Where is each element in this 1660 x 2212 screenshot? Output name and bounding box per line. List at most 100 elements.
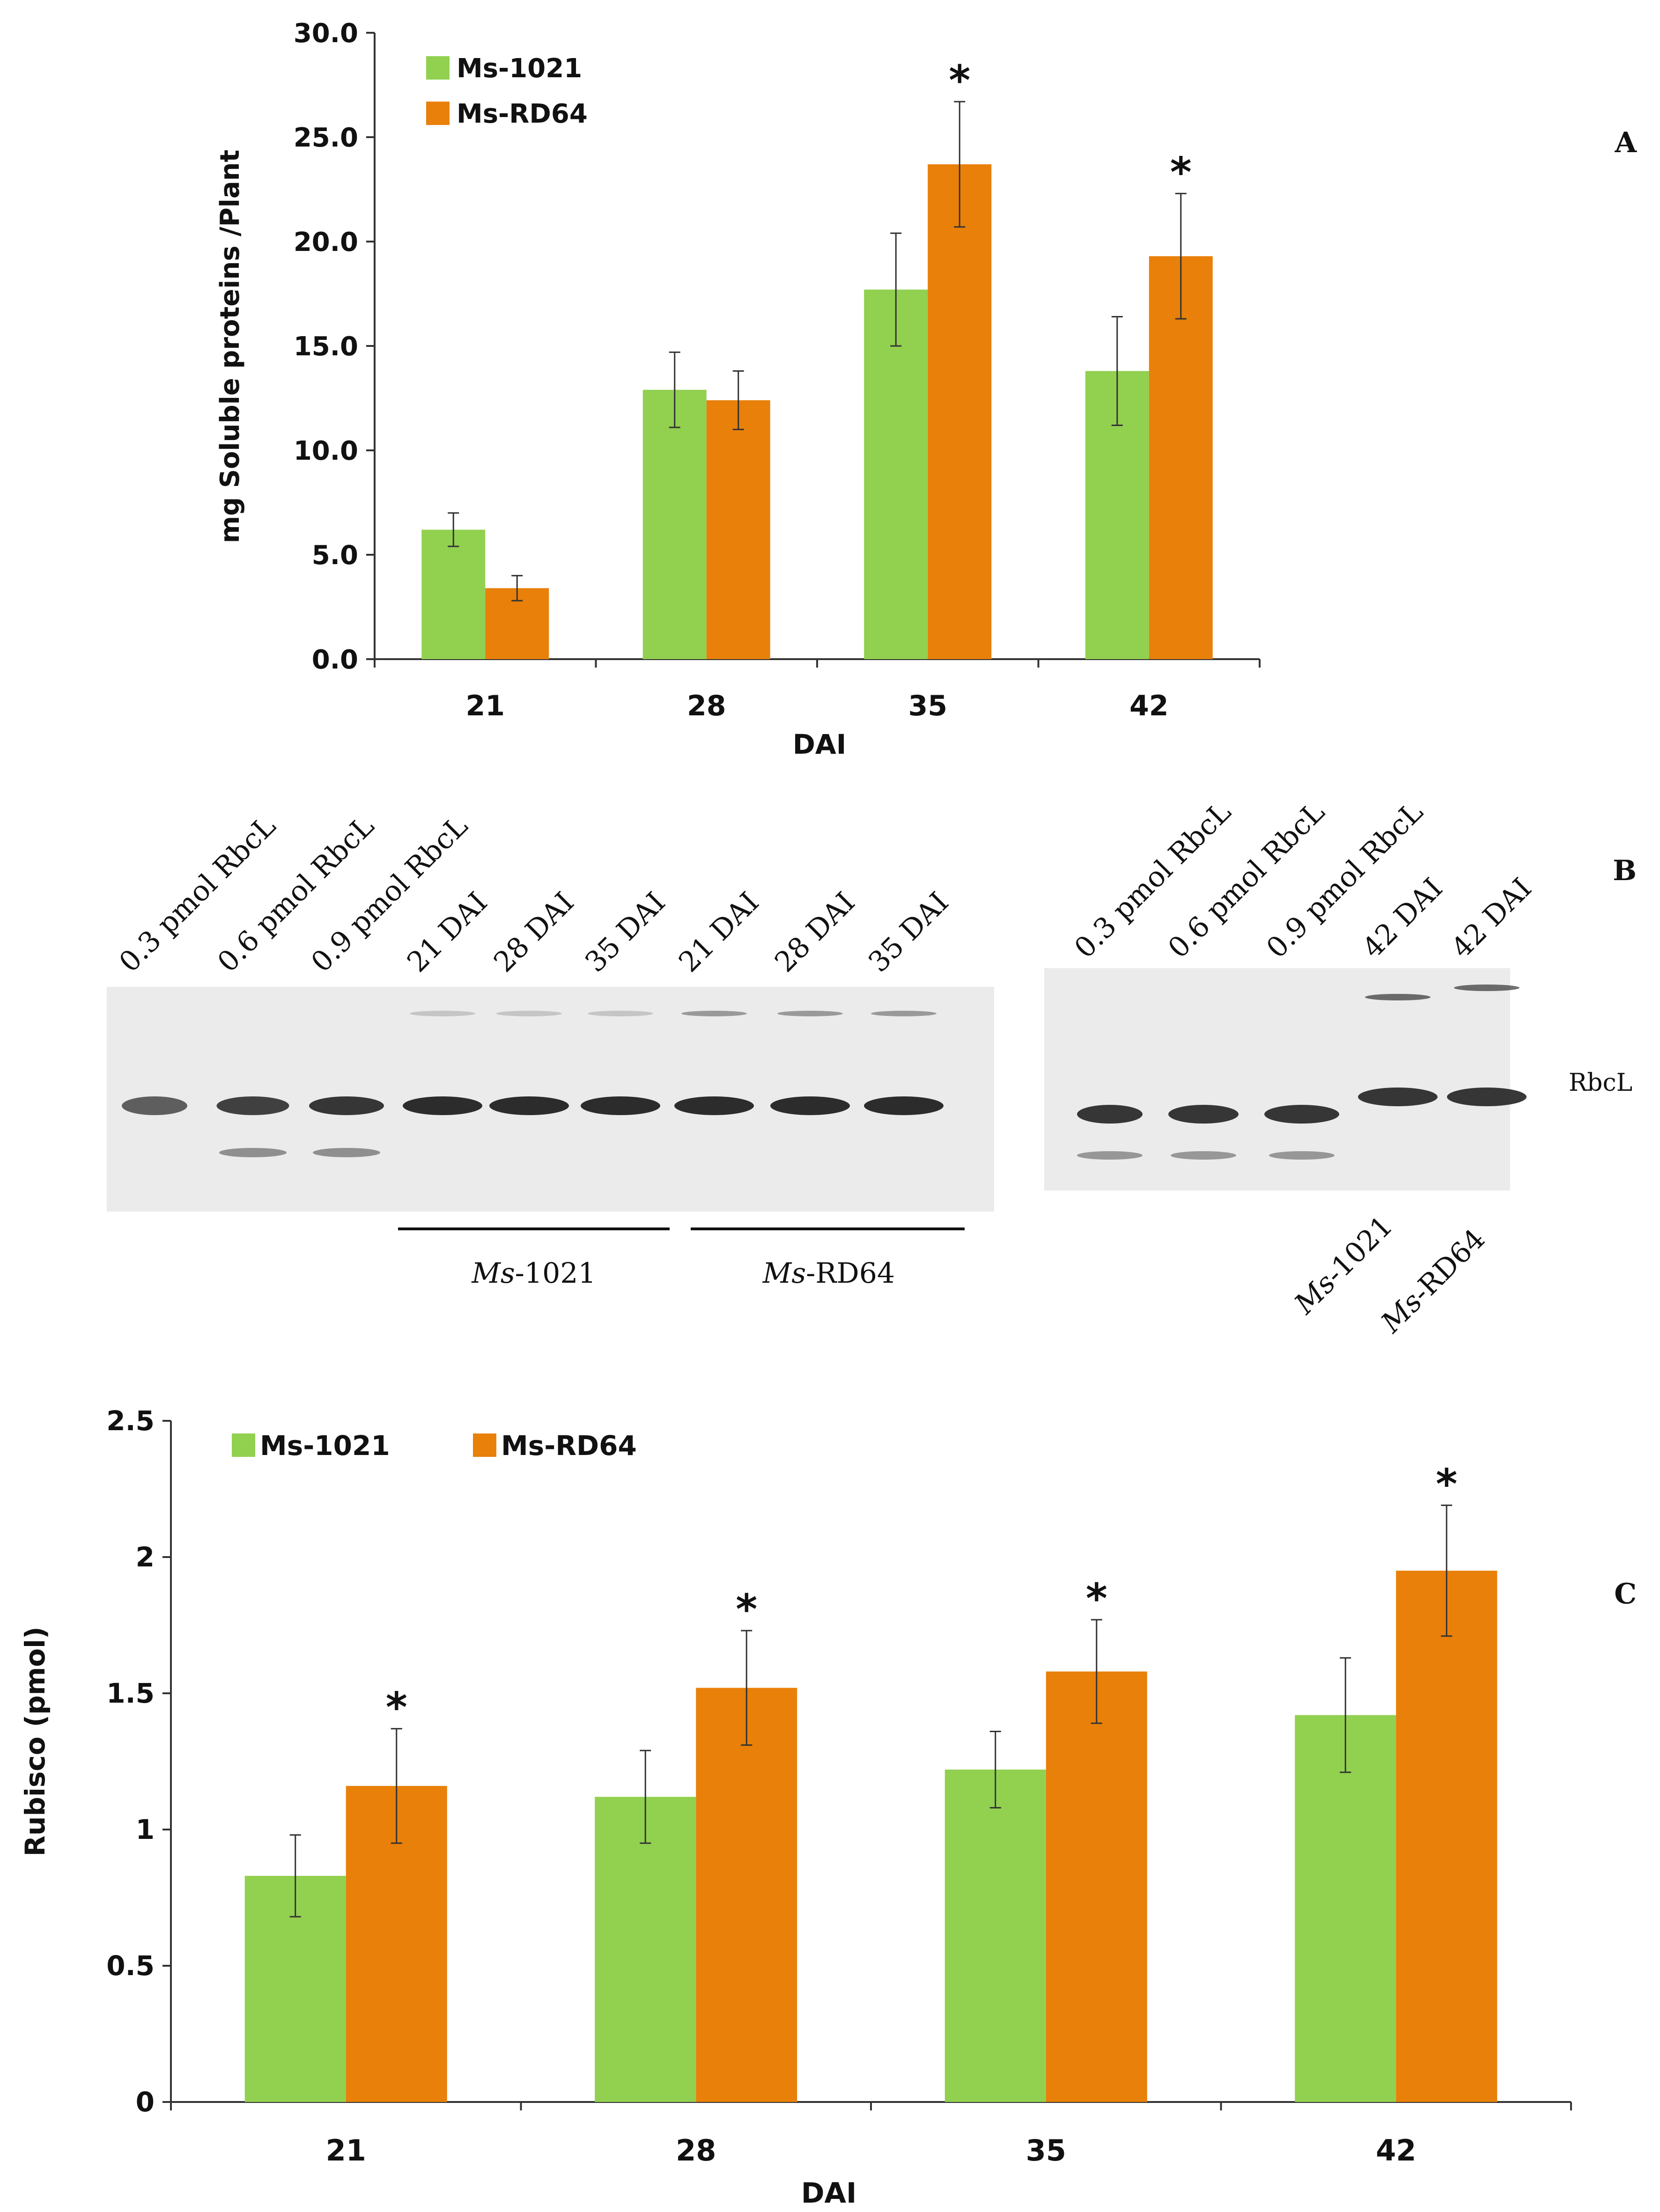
blot-band-upper <box>496 1011 562 1016</box>
blot-band-rbcl <box>770 1096 850 1115</box>
blot-right-label-ms1021: Ms-1021 <box>1288 1210 1399 1321</box>
blot-band-lower <box>1269 1151 1335 1160</box>
y-tick-label: 10.0 <box>294 436 358 466</box>
blot-band-rbcl <box>122 1096 187 1115</box>
blot-band-upper <box>1454 985 1520 991</box>
blot-band-rbcl <box>403 1096 482 1115</box>
y-tick-label: 1 <box>136 1814 155 1845</box>
y-tick-label: 25.0 <box>294 123 358 153</box>
panel-a-y-axis: 0.0 5.0 10.0 15.0 20.0 25.0 30.0 <box>294 18 376 675</box>
significance-asterisk: * <box>1170 148 1192 196</box>
blot-band-upper <box>777 1011 843 1016</box>
panel-c-y-axis: 0 0.5 1 1.5 2 2.5 <box>106 1405 172 2118</box>
y-tick-label: 1.5 <box>106 1677 155 1709</box>
blot-lane-label: 35 DAI <box>862 886 955 978</box>
blot-band-lower <box>219 1148 287 1157</box>
blot-band-rbcl <box>1077 1105 1143 1124</box>
significance-asterisk: * <box>386 1683 407 1732</box>
x-tick-label: 21 <box>326 2133 366 2168</box>
blot-lane-label: 0.3 pmol RbcL <box>1068 795 1237 964</box>
bar-ms1021 <box>944 1769 1046 2102</box>
panel-a-x-axis-label: DAI <box>793 728 847 760</box>
blot-lane-label: 42 DAI <box>1356 872 1449 964</box>
panel-c-y-axis-label: Rubisco (pmol) <box>19 1627 51 1857</box>
y-tick-label: 30.0 <box>294 18 358 49</box>
bar-ms1021 <box>421 529 486 659</box>
y-tick-label: 0 <box>136 2086 155 2118</box>
bar-ms1021 <box>595 1797 696 2102</box>
x-tick-label: 28 <box>676 2133 716 2168</box>
legend-label-msrd64: Ms-RD64 <box>457 99 588 129</box>
x-tick-label: 21 <box>466 690 505 722</box>
panel-b-letter: B <box>1613 854 1637 887</box>
panel-c-bars: * * * * <box>244 1460 1498 2102</box>
blot-lane-label: 28 DAI <box>768 886 861 978</box>
y-tick-label: 15.0 <box>294 331 358 362</box>
panel-c-x-axis: 21 28 35 42 <box>170 2101 1572 2168</box>
blot-band-lower <box>1077 1151 1143 1160</box>
significance-asterisk: * <box>1436 1460 1457 1508</box>
blot-band-rbcl <box>1264 1105 1339 1124</box>
blot-group-label-ms1021: Ms-1021 <box>471 1257 596 1290</box>
significance-asterisk: * <box>1086 1574 1107 1623</box>
panel-a-bars: ** <box>421 56 1213 660</box>
blot-band-rbcl <box>581 1096 660 1115</box>
panel-a-y-axis-label: mg Soluble proteins /Plant <box>215 150 245 544</box>
bar-msrd64 <box>706 400 770 659</box>
y-tick-label: 5.0 <box>312 540 358 571</box>
legend-label-msrd64: Ms-RD64 <box>501 1430 637 1462</box>
bar-ms1021 <box>864 289 928 659</box>
panel-c-legend: Ms-1021 Ms-RD64 <box>232 1430 637 1462</box>
significance-asterisk: * <box>736 1585 757 1633</box>
blot-band-rbcl <box>216 1096 289 1115</box>
blot-band-rbcl <box>309 1096 384 1115</box>
blot-lane-label: 21 DAI <box>401 886 494 978</box>
blot-band-rbcl <box>1447 1088 1527 1106</box>
x-tick-label: 42 <box>1376 2133 1416 2168</box>
blot-band-upper <box>588 1011 653 1016</box>
bar-msrd64 <box>928 164 992 660</box>
panel-c-x-axis-label: DAI <box>801 2177 857 2210</box>
y-tick-label: 0.0 <box>312 645 358 675</box>
blot-band-rbcl <box>864 1096 944 1115</box>
significance-asterisk: * <box>949 56 970 104</box>
blot-band-upper <box>410 1011 475 1016</box>
blot-lane-label: 21 DAI <box>672 886 765 978</box>
panel-c-chart: 0 0.5 1 1.5 2 2.5 21 28 35 42 * * * * Ms-1021 Ms-RD… <box>19 1405 1637 2210</box>
bar-msrd64 <box>696 1688 797 2102</box>
blot-lane-label: 35 DAI <box>579 886 671 978</box>
legend-swatch-ms1021 <box>426 56 450 80</box>
blot-band-lower <box>313 1148 380 1157</box>
y-tick-label: 2.5 <box>106 1405 155 1437</box>
x-tick-label: 42 <box>1129 690 1169 722</box>
y-tick-label: 2 <box>136 1541 155 1573</box>
legend-swatch-msrd64 <box>473 1433 496 1457</box>
bar-msrd64 <box>1396 1571 1498 2102</box>
blot-band-label-rbcl: RbcL <box>1569 1069 1632 1097</box>
panel-a-chart: 0.05.010.015.020.025.030.0 21 28 35 42 ** M… <box>215 18 1637 760</box>
x-tick-label: 28 <box>687 690 726 722</box>
blot-band-rbcl <box>1358 1088 1438 1106</box>
blot-group-label-msrd64: Ms-RD64 <box>762 1257 895 1290</box>
panel-a-letter: A <box>1614 126 1637 159</box>
legend-label-ms1021: Ms-1021 <box>457 53 582 84</box>
panel-a-x-axis: 21 28 35 42 <box>374 658 1261 722</box>
blot-band-rbcl <box>1168 1105 1239 1124</box>
blot-band-upper <box>681 1011 747 1016</box>
y-tick-label: 20.0 <box>294 227 358 257</box>
legend-label-ms1021: Ms-1021 <box>260 1430 390 1462</box>
blot-lane-label: 28 DAI <box>487 886 580 978</box>
x-tick-label: 35 <box>908 690 948 722</box>
x-tick-label: 35 <box>1026 2133 1066 2168</box>
bar-ms1021 <box>642 389 707 659</box>
blot-left-bands <box>122 1011 944 1157</box>
legend-swatch-ms1021 <box>232 1433 255 1457</box>
blot-lane-label: 42 DAI <box>1445 872 1538 964</box>
blot-right-label-msrd64: Ms-RD64 <box>1374 1223 1491 1340</box>
blot-band-lower <box>1171 1151 1236 1160</box>
bar-msrd64 <box>1149 256 1213 659</box>
